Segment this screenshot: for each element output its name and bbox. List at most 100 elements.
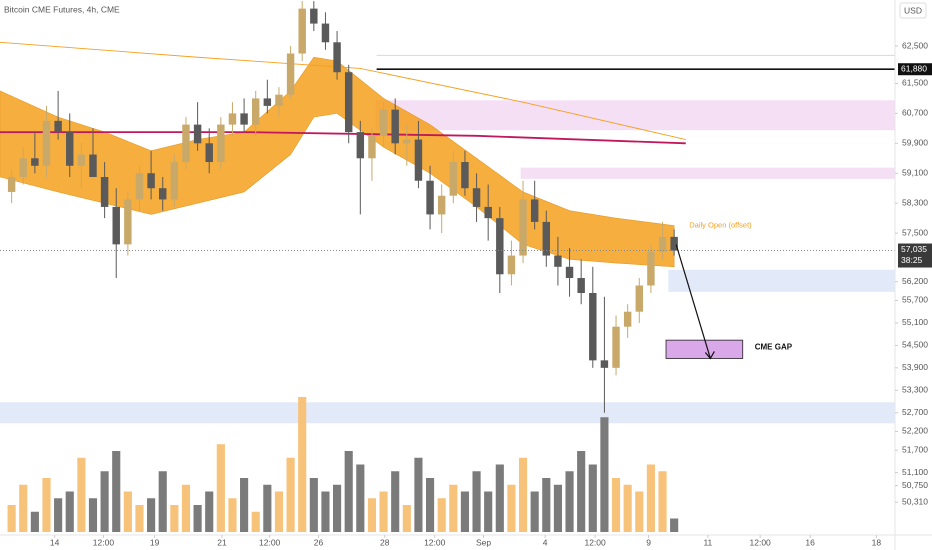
- candle-body: [612, 326, 620, 368]
- volume-bar: [670, 518, 679, 532]
- candle-body: [263, 98, 272, 106]
- zone: [375, 100, 895, 131]
- candle-body: [112, 206, 120, 245]
- volume-bar: [19, 484, 28, 532]
- volume-bar: [205, 491, 214, 532]
- candle-body: [519, 199, 527, 256]
- volume-bar: [309, 478, 318, 532]
- last-price-box: [898, 243, 932, 268]
- candle-body: [565, 266, 574, 279]
- candle-body: [42, 120, 51, 166]
- volume-bar: [437, 498, 446, 532]
- volume-bar: [518, 457, 528, 532]
- volume-bar: [88, 498, 98, 532]
- volume-bar: [623, 484, 632, 532]
- candle-body: [600, 360, 609, 368]
- y-tick-label: 50,310: [902, 496, 928, 506]
- candle-body: [228, 113, 237, 125]
- band: [0, 56, 675, 268]
- volume-bar: [216, 444, 225, 532]
- candle-body: [240, 113, 248, 125]
- volume-bar: [646, 464, 655, 532]
- volume-bar: [449, 484, 458, 532]
- candle-body: [623, 311, 632, 327]
- x-tick-label: 12:00: [584, 537, 606, 547]
- volume-bar: [112, 451, 121, 532]
- volume-bar: [472, 471, 481, 532]
- volume-bar: [228, 498, 237, 532]
- candle-body: [77, 154, 86, 166]
- x-tick-label: 14: [50, 537, 60, 547]
- volume-bar: [170, 505, 179, 532]
- volume-bar: [530, 491, 539, 532]
- x-tick-label: 16: [805, 537, 815, 547]
- x-tick-label: 12:00: [750, 537, 772, 547]
- volume-bar: [42, 478, 51, 532]
- slow-moving-average: [0, 41, 686, 141]
- candle-body: [403, 139, 411, 144]
- volume-bar: [460, 491, 470, 532]
- y-tick-label: 57,500: [902, 227, 928, 237]
- volume-bar: [611, 478, 621, 532]
- x-tick-label: 12:00: [424, 537, 446, 547]
- candle-body: [507, 255, 516, 275]
- volume-bar: [484, 491, 493, 532]
- candle-body: [310, 8, 318, 24]
- volume-bar: [391, 471, 400, 532]
- gap-box: [665, 339, 744, 359]
- x-tick-label: 4: [543, 537, 548, 547]
- candle-body: [54, 120, 62, 133]
- volume-bar: [100, 471, 109, 532]
- volume-bar: [321, 491, 330, 532]
- volume-bar: [379, 491, 388, 532]
- x-tick-label: 26: [314, 537, 324, 547]
- x-tick-label: Sep: [476, 537, 491, 547]
- zone: [520, 167, 895, 179]
- candle-body: [147, 173, 155, 189]
- candle-body: [100, 176, 109, 207]
- candle-body: [647, 251, 655, 286]
- y-tick-label: 56,200: [902, 276, 928, 286]
- volume-bar: [414, 457, 423, 532]
- volume-bar: [123, 491, 132, 532]
- y-tick-label: 62,500: [902, 40, 928, 50]
- volume-bar: [425, 478, 435, 532]
- candle-body: [344, 72, 353, 133]
- plot: Daily Open (offset) CME GAP: [0, 1, 895, 532]
- y-tick-label: 60,700: [902, 108, 928, 118]
- volume-bar: [65, 491, 74, 532]
- volume-bar: [54, 498, 63, 532]
- volume-bar: [298, 397, 307, 532]
- zone: [668, 269, 895, 292]
- candle-body: [356, 132, 365, 159]
- volume-bar: [588, 464, 597, 532]
- volume-bar: [333, 484, 342, 532]
- candle-body: [275, 94, 283, 106]
- candle-body: [472, 188, 481, 207]
- x-tick-label: 18: [872, 537, 882, 547]
- volume-bar: [553, 484, 562, 532]
- arrow-head: [704, 351, 715, 360]
- candle-body: [170, 162, 179, 200]
- candle-body: [484, 206, 492, 219]
- x-tick-label: 12:00: [259, 537, 281, 547]
- volume-bar: [240, 478, 249, 532]
- volume-bar: [367, 498, 377, 532]
- candle-body: [496, 218, 504, 275]
- volume-bar: [507, 484, 516, 532]
- candle-body: [251, 98, 260, 125]
- gap-label: CME GAP: [755, 342, 793, 351]
- arrow: [675, 244, 711, 359]
- candle-body: [461, 162, 469, 189]
- volume-bar: [600, 417, 609, 532]
- candle-body: [205, 143, 213, 163]
- currency-box[interactable]: [899, 2, 927, 19]
- volume-bar: [344, 451, 353, 532]
- y-tick-label: 50,750: [902, 480, 928, 490]
- candle-body: [286, 53, 295, 95]
- chart-title: Bitcoin CME Futures, 4h, CME: [4, 4, 120, 14]
- candle-body: [449, 162, 458, 196]
- volume-bar: [577, 451, 586, 532]
